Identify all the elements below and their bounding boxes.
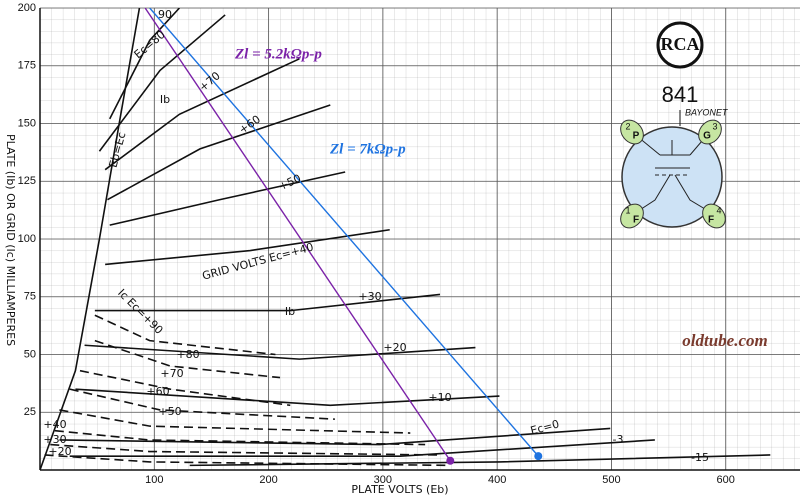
plate-curve: [109, 8, 181, 120]
y-tick-label: 50: [24, 348, 36, 360]
series-label: +20: [48, 445, 71, 458]
plate-curve: [104, 58, 300, 171]
load-line: [149, 8, 539, 457]
x-tick-label: 200: [259, 474, 277, 486]
pin-symbol: F: [708, 215, 714, 226]
pin: [620, 119, 644, 145]
annotation: Ib: [285, 305, 295, 318]
curves: [40, 8, 771, 470]
tube-number: 841: [662, 82, 699, 107]
x-axis-label: PLATE VOLTS (Eb): [351, 483, 448, 496]
y-tick-label: 25: [24, 406, 36, 418]
watermark: oldtube.com: [682, 331, 767, 350]
load-line: [144, 8, 451, 462]
pin: [620, 203, 644, 229]
plate-curve: [109, 171, 346, 226]
grid-current-curve: [50, 443, 441, 456]
grid-current-curve: [69, 388, 335, 420]
x-tick-label: 400: [488, 474, 506, 486]
x-tick-label: 300: [374, 474, 392, 486]
series-label: Zl = 5.2kΩp-p: [234, 46, 322, 62]
plate-curve: [189, 454, 771, 467]
pin-symbol: F: [633, 215, 639, 226]
pin-number: 2: [625, 121, 630, 131]
pin: [698, 119, 722, 145]
logo: RCA: [661, 34, 700, 54]
plate-curve: [84, 344, 476, 360]
series-label: +80: [176, 348, 199, 361]
x-tick-label: 600: [717, 474, 735, 486]
pin-symbol: P: [633, 131, 640, 142]
series-label: +30: [43, 433, 66, 446]
y-axis-label: PLATE (Ib) OR GRID (Ic) MILLIAMPERES: [4, 134, 17, 346]
electrodes: [631, 131, 716, 216]
plate-curve: [105, 228, 390, 266]
logo-ring: [656, 21, 704, 69]
series-label: +10: [428, 391, 451, 404]
plate-curve: [107, 104, 331, 201]
plate-curve: [75, 388, 500, 407]
pin: [702, 203, 726, 229]
x-tick-label: 500: [602, 474, 620, 486]
plate-curve: [69, 439, 655, 457]
pin-number: 1: [625, 205, 630, 215]
grid-current-curve: [59, 409, 411, 434]
load-point: [446, 456, 455, 465]
series-label: +30: [358, 290, 381, 303]
series-label: +60: [146, 385, 169, 398]
series-label: +20: [383, 341, 406, 354]
tube-diagram: RCA 841 BAYONET: [621, 21, 729, 228]
series-label: +70: [160, 367, 183, 380]
base-label: BAYONET: [685, 107, 729, 117]
plate-curve: [40, 8, 141, 470]
grid-current-curve: [54, 429, 426, 446]
pin-symbol: G: [703, 131, 711, 142]
pin-number: 4: [716, 205, 721, 215]
y-tick-label: 200: [18, 2, 36, 14]
x-tick-label: 100: [145, 474, 163, 486]
series-label: +50: [158, 405, 181, 418]
series-label: 90: [158, 8, 172, 21]
grid-current-curve: [79, 369, 291, 407]
series-label: +40: [43, 418, 66, 431]
series-label: -15: [691, 451, 709, 464]
plate-curve: [94, 293, 441, 312]
y-tick-label: 175: [18, 60, 36, 72]
load-point: [534, 452, 543, 461]
y-tick-label: 150: [18, 117, 36, 129]
pin-number: 3: [712, 121, 717, 131]
series-label: -3: [613, 433, 624, 446]
annotation: Ib: [160, 93, 170, 106]
y-tick-label: 125: [18, 175, 36, 187]
grid-current-curve: [94, 314, 276, 356]
y-tick-label: 100: [18, 233, 36, 245]
grid-current-curve: [44, 454, 451, 467]
y-tick-label: 75: [24, 291, 36, 303]
series-label: Zl = 7kΩp-p: [329, 141, 406, 157]
base-circle: [621, 126, 723, 228]
